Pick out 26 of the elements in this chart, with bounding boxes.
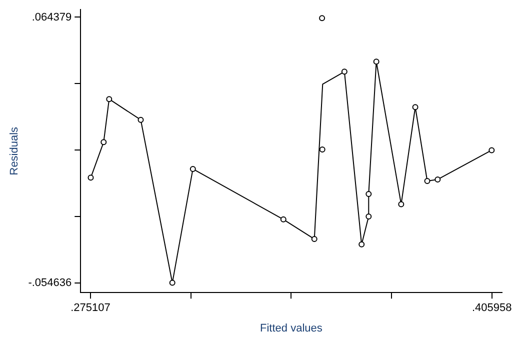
point [358, 241, 365, 248]
point [366, 213, 372, 220]
point [106, 96, 112, 102]
point [311, 236, 318, 242]
y-tick-label: -.054636 [28, 276, 72, 289]
point [412, 104, 418, 110]
point [190, 166, 196, 172]
x-axis-title: Fitted values [260, 322, 323, 334]
point [319, 146, 326, 153]
point [88, 174, 94, 181]
x-tick-label: .275107 [70, 302, 110, 314]
x-tick-label: .405958 [472, 302, 512, 314]
point [424, 178, 430, 184]
y-tick-label: .064379 [32, 11, 72, 24]
point [319, 15, 326, 22]
point [373, 58, 380, 65]
point [169, 280, 176, 286]
point [280, 216, 286, 222]
point [366, 190, 372, 197]
point [138, 116, 144, 123]
y-axis-title: Residuals [8, 126, 21, 176]
point [488, 147, 495, 154]
point [100, 139, 107, 146]
point [398, 201, 404, 208]
point [341, 68, 348, 75]
point [434, 176, 441, 182]
